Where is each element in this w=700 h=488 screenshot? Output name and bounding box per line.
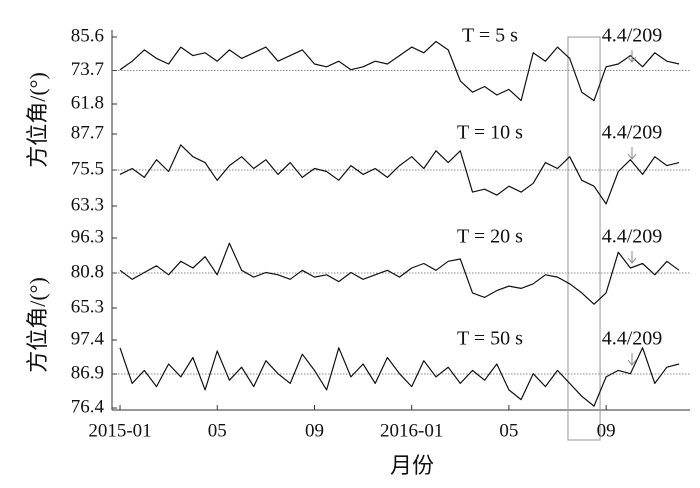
- panel-title: T = 50 s: [457, 328, 523, 350]
- y-tick-label: 86.9: [71, 362, 104, 383]
- y-tick-label: 87.7: [71, 122, 104, 143]
- y-tick-label: 65.3: [71, 296, 104, 317]
- annotation: 4.4/209: [602, 25, 663, 47]
- annotation-arrow: [627, 50, 637, 63]
- x-axis-label: 月份: [390, 453, 434, 478]
- annotation: 4.4/209: [602, 122, 663, 144]
- panel-title: T = 20 s: [457, 226, 523, 248]
- x-tick-label: 05: [208, 420, 227, 441]
- series-line: [119, 40, 680, 102]
- annotation-arrow: [627, 147, 637, 160]
- y-tick-label: 97.4: [71, 328, 105, 349]
- annotation: 4.4/209: [602, 328, 663, 350]
- y-tick-label: 61.8: [71, 92, 104, 113]
- x-tick-label: 09: [597, 420, 616, 441]
- y-tick-label: 80.8: [71, 261, 104, 282]
- series-line: [119, 144, 680, 205]
- y-tick-label: 76.4: [71, 396, 105, 417]
- x-tick-label: 2016-01: [380, 420, 443, 441]
- y-tick-label: 63.3: [71, 194, 104, 215]
- annotation: 4.4/209: [602, 226, 663, 248]
- y-tick-label: 96.3: [71, 226, 104, 247]
- x-tick-label: 2015-01: [88, 420, 151, 441]
- y-tick-label: 85.6: [71, 25, 104, 46]
- y-axis-label: 方位角/(°): [25, 72, 50, 168]
- x-tick-label: 05: [499, 420, 518, 441]
- series-line: [119, 347, 680, 407]
- x-tick-label: 09: [305, 420, 324, 441]
- series-line: [119, 242, 680, 305]
- highlight-box: [567, 36, 601, 441]
- y-axis-label: 方位角/(°): [25, 277, 50, 373]
- annotation-arrow: [627, 251, 637, 264]
- y-tick-label: 75.5: [71, 158, 104, 179]
- panel-title: T = 5 s: [462, 25, 518, 47]
- y-tick-label: 73.7: [71, 59, 104, 80]
- panel-title: T = 10 s: [457, 122, 523, 144]
- annotation-arrow: [627, 353, 637, 366]
